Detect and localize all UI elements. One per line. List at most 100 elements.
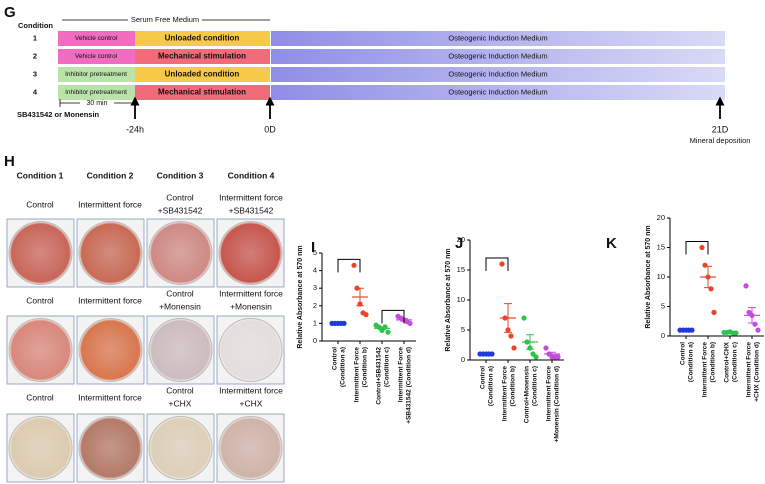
induction-box <box>271 67 725 82</box>
y-tick-label: 10 <box>457 295 465 304</box>
row-number: 3 <box>33 69 37 78</box>
data-point <box>511 345 517 351</box>
endpoint-label: Mineral deposition <box>690 136 751 145</box>
pretreatment-box <box>58 49 135 64</box>
data-point <box>702 262 708 268</box>
y-tick-label: 15 <box>657 242 665 251</box>
inhibitor-label: SB431542 or Monensin <box>17 110 100 119</box>
data-point <box>752 321 758 327</box>
x-tick-label: Intermittent Force <box>702 342 709 398</box>
condition-caption: +CHX <box>240 398 263 408</box>
pretreatment-box <box>58 31 135 46</box>
condition-caption: Intermittent force <box>78 392 142 402</box>
culture-dish <box>78 318 143 382</box>
culture-dish <box>218 221 283 285</box>
significance-bracket <box>381 309 405 324</box>
pretreatment-label: Inhibitor pretreatment <box>65 71 127 78</box>
x-tick-label: (Condition b) <box>710 342 717 382</box>
condition-label: Unloaded condition <box>165 70 240 79</box>
x-tick-label: +Monensin (Condition d) <box>554 366 561 442</box>
condition-caption: +CHX <box>169 398 192 408</box>
sem-bar <box>504 303 512 333</box>
y-tick-label: 1 <box>313 318 317 327</box>
x-tick-label: Control+CHX <box>724 341 731 382</box>
y-tick-label: 2 <box>313 301 317 310</box>
sem-bar <box>378 326 386 331</box>
data-point <box>711 309 717 315</box>
data-point <box>363 312 369 318</box>
condition-box <box>135 49 270 64</box>
condition-caption: Intermittent force <box>78 295 142 305</box>
induction-label: Osteogenic Induction Medium <box>448 87 547 96</box>
pretreatment-box <box>58 67 135 82</box>
y-tick-label: 5 <box>313 248 317 257</box>
x-tick-label: +CHX (Condition d) <box>754 342 761 402</box>
induction-box <box>271 85 725 100</box>
x-tick-label: Control <box>332 347 339 370</box>
culture-dish <box>218 318 283 382</box>
condition-box <box>135 85 270 100</box>
condition-caption: +SB431542 <box>158 205 203 215</box>
induction-box <box>271 49 725 64</box>
x-tick-label: Control <box>480 366 487 389</box>
condition-caption: +SB431542 <box>229 205 274 215</box>
induction-box <box>271 31 725 46</box>
x-tick-label: (Condition b) <box>362 347 369 387</box>
y-tick-label: 5 <box>461 325 465 334</box>
sem-bar <box>748 307 756 324</box>
x-tick-label: Intermittent Force <box>502 366 509 422</box>
culture-dish <box>8 416 73 480</box>
significance-bracket <box>485 257 509 271</box>
condition-caption: Intermittent force <box>78 199 142 209</box>
row-number: 4 <box>33 87 38 96</box>
column-header: Condition 2 <box>87 170 134 180</box>
x-tick-label: +SB431542 (Condition d) <box>406 347 413 424</box>
column-header: Condition 3 <box>157 170 204 180</box>
y-tick-label: 15 <box>457 265 465 274</box>
column-header: Condition 1 <box>17 170 64 180</box>
culture-dish <box>8 221 73 285</box>
condition-box <box>135 31 270 46</box>
sem-bar <box>526 334 534 350</box>
data-point <box>543 345 549 351</box>
medium-label: Serum Free Medium <box>131 15 199 24</box>
significance-bracket <box>685 241 709 255</box>
y-tick-label: 20 <box>457 235 465 244</box>
x-tick-label: (Condition c) <box>732 342 739 382</box>
y-tick-label: 3 <box>313 283 317 292</box>
y-tick-label: 0 <box>661 331 665 340</box>
y-tick-label: 10 <box>657 272 665 281</box>
data-point <box>743 283 749 289</box>
culture-dish <box>148 221 213 285</box>
x-tick-label: Control+SB431542 <box>376 347 383 405</box>
sem-bar <box>356 287 364 307</box>
panel-label: H <box>4 153 15 170</box>
y-axis-label: Relative Absorbance at 570 nm <box>645 225 652 328</box>
induction-label: Osteogenic Induction Medium <box>448 51 547 60</box>
condition-label: Mechanical stimulation <box>158 88 246 97</box>
y-tick-label: 4 <box>313 266 317 275</box>
x-tick-label: (Condition b) <box>510 366 517 406</box>
culture-dish <box>148 318 213 382</box>
x-tick-label: Control+Monensin <box>524 366 531 423</box>
interval-label: 30 min <box>86 100 107 107</box>
culture-dish <box>148 416 213 480</box>
row-number: 1 <box>33 33 37 42</box>
x-tick-label: Control <box>680 342 687 365</box>
y-tick-label: 20 <box>657 213 665 222</box>
x-tick-label: Intermittent Force <box>546 366 553 422</box>
condition-caption: Control <box>26 199 54 209</box>
condition-caption: +Monensin <box>159 301 201 311</box>
y-tick-label: 0 <box>313 336 317 345</box>
y-axis-label: Relative Absorbance at 570 nm <box>445 248 452 351</box>
panel-label: J <box>455 235 463 252</box>
data-point <box>407 320 413 326</box>
column-header: Condition 4 <box>228 170 275 180</box>
culture-dish <box>78 416 143 480</box>
x-tick-label: (Condition a) <box>340 347 347 387</box>
condition-caption: Control <box>166 288 194 298</box>
pretreatment-label: Inhibitor pretreatment <box>65 89 127 96</box>
row-number: 2 <box>33 51 37 60</box>
data-point <box>755 327 761 333</box>
data-point <box>521 315 527 321</box>
